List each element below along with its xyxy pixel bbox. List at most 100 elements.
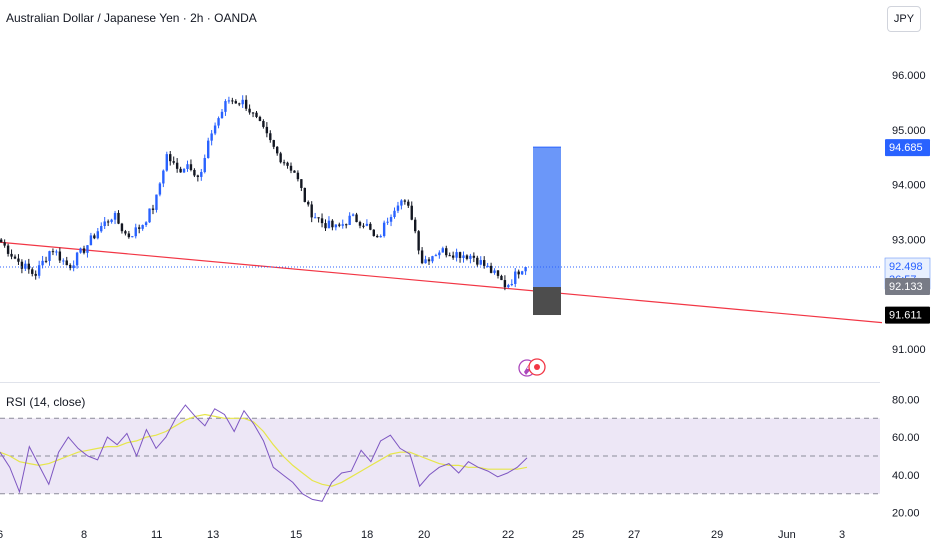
- candle-body: [186, 164, 189, 169]
- time-axis-tick: 20: [418, 529, 430, 541]
- time-axis-tick: 11: [151, 529, 162, 541]
- candle-body: [17, 258, 20, 262]
- candle-body: [175, 162, 179, 169]
- candle-body: [403, 200, 407, 202]
- candle-body: [420, 250, 424, 264]
- candle-body: [251, 112, 255, 114]
- candle-body: [127, 233, 131, 238]
- candle-body: [520, 271, 524, 275]
- candle-body: [100, 226, 103, 232]
- candle-body: [455, 252, 458, 258]
- candle-body: [248, 108, 251, 113]
- candle-body: [483, 260, 486, 266]
- candle-body: [313, 217, 317, 219]
- candle-body: [37, 265, 41, 276]
- alert-icon[interactable]: [518, 358, 546, 377]
- trendline[interactable]: [0, 241, 883, 324]
- time-axis-tick: 25: [572, 529, 584, 541]
- candle-body: [265, 126, 269, 134]
- candle-body: [379, 236, 382, 238]
- candle-body: [234, 101, 237, 104]
- price-axis-tick: 95.000: [892, 125, 926, 137]
- candle-body: [324, 223, 327, 229]
- candle-body: [345, 224, 348, 226]
- time-axis-tick: 29: [711, 529, 723, 541]
- candle-body: [255, 112, 258, 117]
- candle-body: [503, 280, 507, 288]
- candle-body: [144, 222, 148, 226]
- candle-body: [10, 253, 13, 257]
- rsi-axis-tick: 20.00: [892, 508, 920, 520]
- candle-body: [238, 103, 241, 105]
- candle-body: [89, 235, 93, 246]
- candle-body: [369, 223, 372, 230]
- candle-body: [172, 161, 175, 163]
- candle-body: [134, 227, 137, 237]
- candle-body: [310, 204, 313, 218]
- candle-body: [514, 271, 517, 284]
- currency-button[interactable]: JPY: [887, 6, 921, 32]
- candle-body: [376, 235, 379, 238]
- candle-body: [348, 215, 351, 225]
- rsi-ma-line: [0, 413, 528, 487]
- candle-body: [517, 271, 520, 275]
- candle-body: [113, 212, 117, 220]
- candle-body: [217, 118, 220, 126]
- long-position-target-zone[interactable]: [533, 147, 561, 288]
- candle-body: [272, 140, 275, 147]
- price-axis-tick: 93.000: [892, 235, 926, 247]
- target-price-label: 94.685: [885, 139, 930, 157]
- time-axis-tick: 6: [0, 529, 3, 541]
- candle-body: [203, 158, 206, 173]
- candle-body: [341, 224, 344, 226]
- candle-body: [24, 263, 27, 269]
- candle-body: [96, 231, 99, 239]
- trendline-price-label-text: 91.611: [889, 310, 922, 322]
- candle-body: [27, 263, 30, 270]
- candle-body: [507, 285, 510, 288]
- candle-body: [141, 225, 144, 229]
- time-axis-tick: 13: [207, 529, 219, 541]
- candle-body: [110, 219, 113, 222]
- candle-body: [431, 256, 434, 262]
- entry-price-label: 92.133: [885, 278, 930, 296]
- candle-body: [414, 219, 417, 232]
- candle-body: [210, 133, 213, 141]
- candle-body: [262, 120, 265, 127]
- candle-body: [496, 270, 500, 276]
- candle-body: [351, 214, 355, 216]
- candle-body: [3, 242, 6, 246]
- candle-body: [500, 275, 503, 281]
- candle-body: [296, 172, 300, 180]
- candle-body: [31, 269, 34, 274]
- time-axis-tick: 15: [290, 529, 302, 541]
- long-position-stop-zone[interactable]: [533, 287, 561, 316]
- candle-body: [355, 214, 358, 223]
- candle-body: [327, 220, 331, 229]
- candle-body: [196, 175, 200, 177]
- candle-body: [279, 153, 282, 163]
- candle-body: [58, 251, 62, 261]
- candle-body: [155, 194, 158, 210]
- candle-body: [169, 154, 172, 162]
- candle-body: [407, 201, 410, 206]
- time-axis-tick: 18: [361, 529, 373, 541]
- candle-body: [48, 251, 51, 261]
- candle-body: [386, 221, 389, 223]
- time-axis-tick: 3: [839, 529, 845, 541]
- candle-body: [362, 225, 365, 227]
- candle-body: [44, 260, 48, 262]
- candle-body: [182, 168, 186, 173]
- candle-body: [451, 255, 455, 258]
- candle-body: [258, 116, 262, 121]
- candle-body: [117, 212, 120, 224]
- price-axis-tick: 91.000: [892, 344, 926, 356]
- chart-title: Australian Dollar / Japanese Yen · 2h · …: [6, 11, 257, 25]
- candle-body: [0, 239, 3, 243]
- rsi-indicator-label[interactable]: RSI (14, close): [6, 395, 86, 409]
- candle-body: [20, 261, 24, 269]
- candle-body: [200, 172, 203, 177]
- candle-body: [300, 179, 303, 188]
- candle-body: [393, 210, 396, 218]
